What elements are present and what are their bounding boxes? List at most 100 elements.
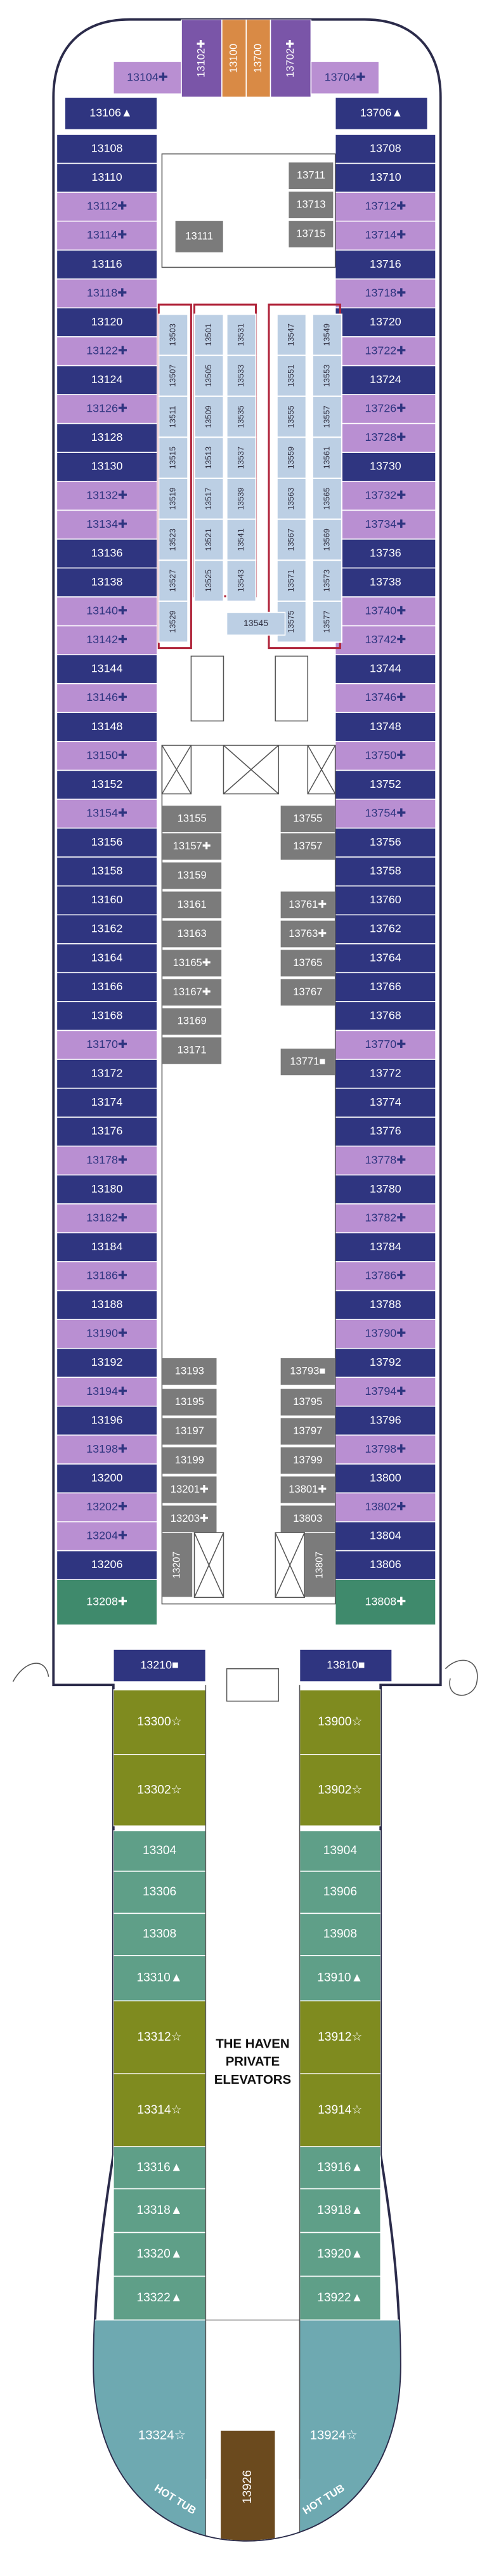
cabin-label: 13551 [286, 365, 296, 388]
cabin-label: 13202✚ [86, 1500, 127, 1513]
cabin [299, 1955, 381, 2002]
cabin [334, 539, 436, 569]
cabin [334, 481, 436, 511]
cabin-label: 13559 [286, 447, 296, 469]
cabin [334, 1434, 436, 1465]
cabin-label: 13160 [91, 893, 123, 906]
cabin-label: 13807 [314, 1552, 325, 1579]
cabin-label: 13786✚ [365, 1269, 406, 1282]
cabin-label: 13507 [168, 365, 178, 387]
cabin-label: 13804 [370, 1529, 401, 1542]
cabin [226, 355, 257, 397]
cabin [193, 436, 224, 479]
cabin [334, 1059, 436, 1089]
cabin-label: 13100 [227, 44, 239, 73]
cabin [276, 559, 307, 602]
cabin-label: 13207 [172, 1552, 183, 1579]
cabin-label: 13521 [204, 528, 213, 551]
cabin-label: 13196 [91, 1413, 123, 1426]
cabin [56, 1463, 158, 1494]
cabin-label: 13761✚ [289, 898, 327, 910]
cabin [334, 1174, 436, 1205]
cabin [113, 1871, 207, 1914]
cabin-label: 13549 [322, 324, 331, 346]
cabin-label: 13796 [370, 1413, 401, 1426]
cabin-label: 13503 [168, 324, 178, 346]
cabin-label: 13577 [322, 610, 331, 633]
cabin-label: 13561 [322, 447, 331, 469]
cabin-label: 13706▲ [360, 107, 403, 119]
cabin-label: 13193 [175, 1364, 204, 1376]
cabin-label: 13108 [91, 141, 123, 154]
cabin-label: 13926 [241, 2470, 254, 2504]
cabin [56, 1550, 158, 1581]
cabin [334, 769, 436, 800]
cabin-label: 13206 [91, 1558, 123, 1571]
cabin-label: 13734✚ [365, 518, 406, 530]
cabin [56, 162, 158, 193]
cabin [56, 1290, 158, 1320]
cabin-label: 13782✚ [365, 1211, 406, 1224]
cabin-label: 13155 [178, 812, 207, 824]
cabin-label: 13918▲ [317, 2204, 363, 2217]
cabin [334, 1492, 436, 1522]
cabin [56, 943, 158, 974]
cabin-label: 13176 [91, 1125, 123, 1137]
cabin-label: 13210■ [140, 1658, 178, 1671]
cabin-label: 13780 [370, 1182, 401, 1195]
cabin-label: 13746✚ [365, 691, 406, 703]
cabin-label: 13166 [91, 980, 123, 993]
cabin-label: 13906 [323, 1885, 357, 1899]
cabin-label: 13571 [286, 570, 296, 592]
cabin [56, 1406, 158, 1436]
cabin-label: 13511 [168, 406, 178, 428]
cabin [280, 890, 336, 919]
cabin-label: 13517 [204, 488, 213, 511]
cabin-label: 13750✚ [365, 749, 406, 761]
cabin [56, 625, 158, 655]
cabin-label: 13505 [204, 365, 213, 388]
cabin-label: 13529 [168, 610, 178, 633]
cabin [304, 1532, 336, 1599]
cabin-label: 13186✚ [86, 1269, 127, 1282]
cabin-label: 13122✚ [86, 344, 127, 356]
cabin-label: 13515 [168, 447, 178, 469]
cabin [56, 1203, 158, 1234]
cabin-label: 13803 [293, 1512, 322, 1524]
cabin-label: 13700 [252, 44, 264, 73]
cabin-label: 13776 [370, 1125, 401, 1137]
cabin-label: 13541 [236, 528, 245, 551]
cabin [113, 2000, 207, 2074]
cabin [334, 96, 429, 131]
cabin [161, 1357, 218, 1386]
cabin-label: 13908 [323, 1928, 357, 1941]
cabin [287, 161, 334, 190]
cabin [161, 1504, 218, 1533]
cabin-label: 13754✚ [365, 806, 406, 819]
cabin-label: 13111 [185, 230, 213, 242]
cabin [56, 972, 158, 1002]
cabin [56, 1030, 158, 1060]
cabin-label: 13519 [168, 488, 178, 511]
cabin-label: 13799 [293, 1454, 322, 1466]
cabin-label: 13742✚ [365, 633, 406, 646]
cabin [334, 567, 436, 598]
cabin-label: 13575 [286, 610, 296, 633]
cabin [56, 220, 158, 251]
cabin-label: 13314☆ [137, 2103, 181, 2117]
cabin-label: 13766 [370, 980, 401, 993]
cabin [334, 220, 436, 251]
cabin [287, 190, 334, 219]
cabin-label: 13740✚ [365, 605, 406, 617]
cabin-label: 13170✚ [86, 1038, 127, 1050]
cabin [299, 1912, 381, 1956]
cabin-label: 13912☆ [318, 2030, 362, 2044]
cabin-label: 13793■ [290, 1364, 325, 1376]
cabin [334, 1145, 436, 1176]
cabin [158, 477, 189, 520]
cabin-label: 13104✚ [127, 70, 168, 83]
cabin [193, 313, 224, 356]
cabin [334, 625, 436, 655]
cabin-label: 13712✚ [365, 200, 406, 212]
